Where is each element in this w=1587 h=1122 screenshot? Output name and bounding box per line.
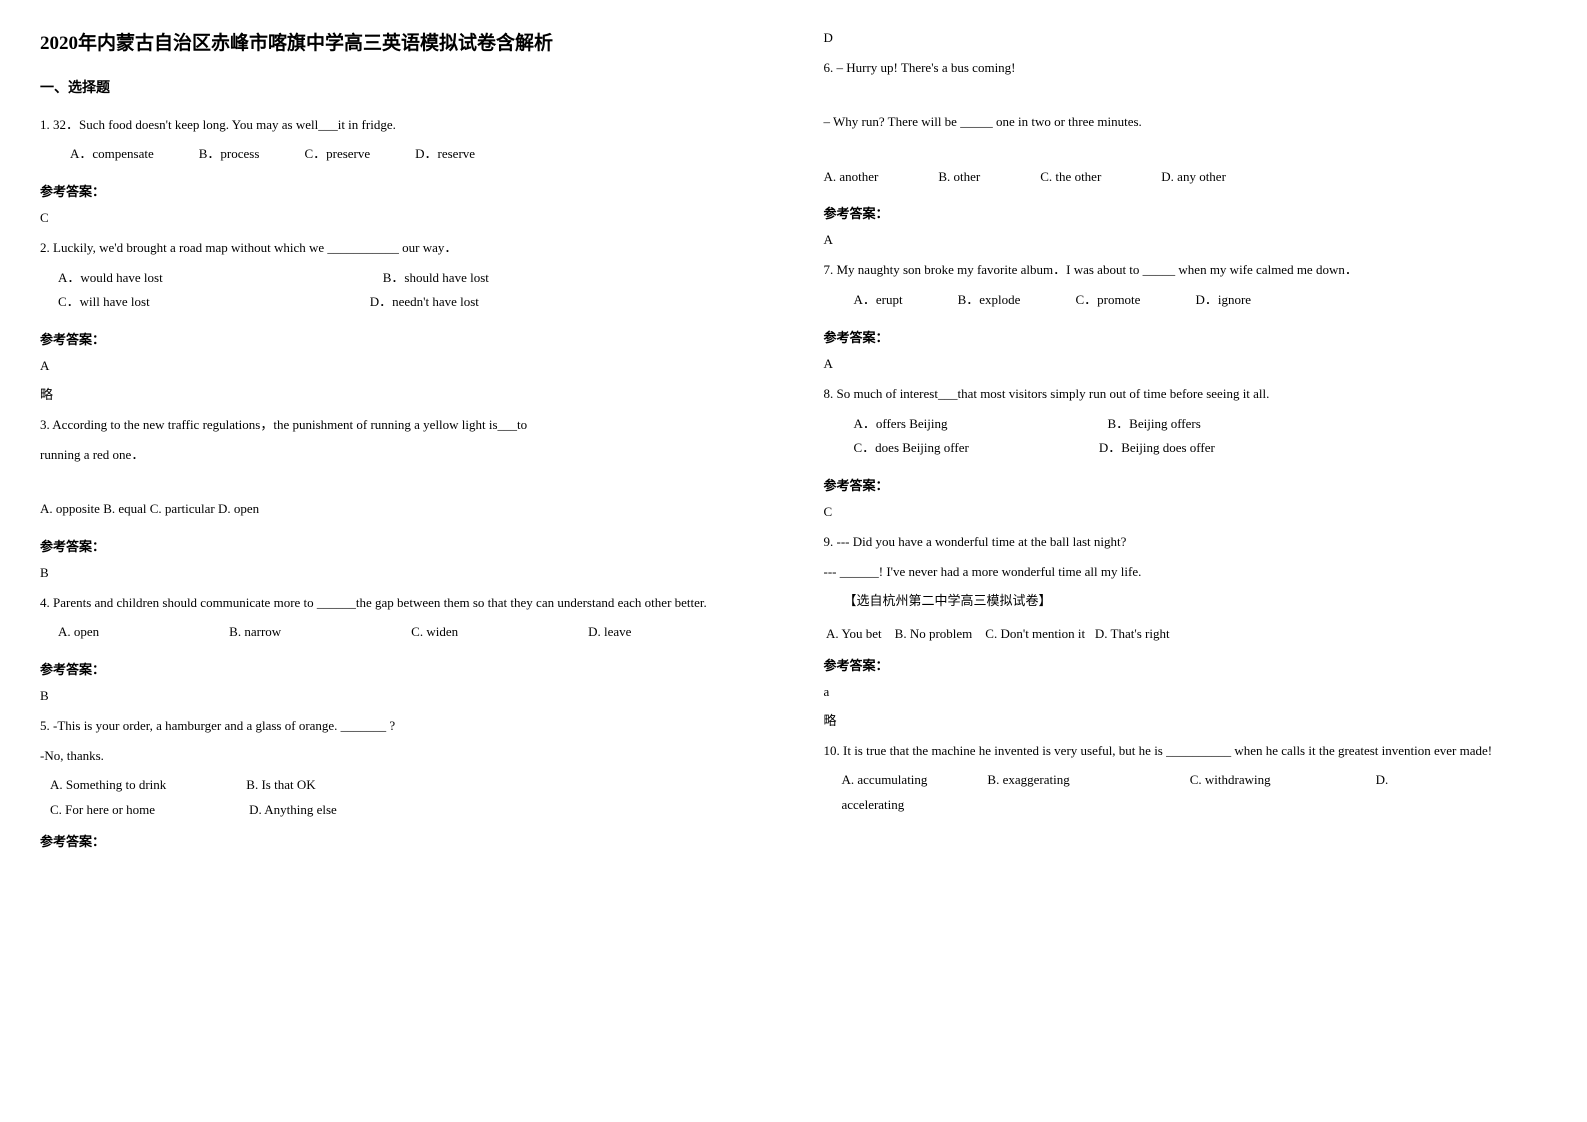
- q10-opt-a: A. accumulating: [842, 768, 928, 793]
- question-8: 8. So much of interest___that most visit…: [824, 382, 1548, 461]
- q10-opt-b: B. exaggerating: [987, 768, 1069, 793]
- q6-text: 6. – Hurry up! There's a bus coming!: [824, 56, 1548, 81]
- page-title: 2020年内蒙古自治区赤峰市喀旗中学高三英语模拟试卷含解析: [40, 30, 764, 59]
- q4-opt-c: C. widen: [411, 620, 458, 645]
- q4-opt-a: A. open: [58, 620, 99, 645]
- q2-opt-a: A．would have lost: [58, 266, 163, 291]
- q9-answer: a: [824, 684, 1548, 700]
- q5-opt-a: A. Something to drink: [50, 773, 166, 798]
- question-5: 5. -This is your order, a hamburger and …: [40, 714, 764, 823]
- q1-answer: C: [40, 210, 764, 226]
- q7-opt-a: A．erupt: [854, 288, 903, 313]
- q5-text2: -No, thanks.: [40, 744, 764, 769]
- q5-opt-b: B. Is that OK: [246, 773, 315, 798]
- q9-options: A. You bet B. No problem C. Don't mentio…: [824, 622, 1548, 647]
- q5-answer-label: 参考答案：: [40, 831, 764, 850]
- q7-answer-label: 参考答案：: [824, 327, 1548, 346]
- question-3: 3. According to the new traffic regulati…: [40, 413, 764, 522]
- q3-answer: B: [40, 565, 764, 581]
- q2-text: 2. Luckily, we'd brought a road map with…: [40, 236, 764, 261]
- question-4: 4. Parents and children should communica…: [40, 591, 764, 645]
- q6-opt-c: C. the other: [1040, 165, 1101, 190]
- q9-text2: --- ______! I've never had a more wonder…: [824, 560, 1548, 585]
- q5-opt-c: C. For here or home: [50, 798, 155, 823]
- q8-text: 8. So much of interest___that most visit…: [824, 382, 1548, 407]
- question-1: 1. 32．Such food doesn't keep long. You m…: [40, 113, 764, 167]
- q6-opt-d: D. any other: [1161, 165, 1226, 190]
- q1-opt-d: D．reserve: [415, 142, 475, 167]
- q5-opt-d: D. Anything else: [249, 798, 337, 823]
- question-2: 2. Luckily, we'd brought a road map with…: [40, 236, 764, 315]
- right-column: D 6. – Hurry up! There's a bus coming! –…: [824, 30, 1548, 860]
- q8-opt-a: A．offers Beijing: [854, 412, 948, 437]
- q1-options: A．compensate B．process C．preserve D．rese…: [70, 142, 764, 167]
- q2-opt-c: C．will have lost: [58, 290, 150, 315]
- q7-text: 7. My naughty son broke my favorite albu…: [824, 258, 1548, 283]
- q2-opt-d: D．needn't have lost: [370, 290, 479, 315]
- q9-note: 略: [824, 710, 1548, 729]
- q1-opt-a: A．compensate: [70, 142, 154, 167]
- section-label: 一、选择题: [40, 77, 764, 97]
- q8-opt-c: C．does Beijing offer: [854, 436, 969, 461]
- q6-opt-b: B. other: [938, 165, 980, 190]
- q2-answer-label: 参考答案：: [40, 329, 764, 348]
- q4-answer: B: [40, 688, 764, 704]
- q2-options1: A．would have lost B．should have lost: [58, 266, 764, 291]
- q1-answer-label: 参考答案：: [40, 181, 764, 200]
- q2-answer: A: [40, 358, 764, 374]
- q5-options2: C. For here or home D. Anything else: [50, 798, 764, 823]
- q4-text: 4. Parents and children should communica…: [40, 591, 764, 616]
- q7-options: A．erupt B．explode C．promote D．ignore: [854, 288, 1548, 313]
- q9-answer-label: 参考答案：: [824, 655, 1548, 674]
- q8-options1: A．offers Beijing B．Beijing offers: [854, 412, 1548, 437]
- q2-options2: C．will have lost D．needn't have lost: [58, 290, 764, 315]
- question-9: 9. --- Did you have a wonderful time at …: [824, 530, 1548, 647]
- question-10: 10. It is true that the machine he inven…: [824, 739, 1548, 818]
- q6-answer-label: 参考答案：: [824, 203, 1548, 222]
- q8-answer-label: 参考答案：: [824, 475, 1548, 494]
- q2-note: 略: [40, 384, 764, 403]
- q2-opt-b: B．should have lost: [383, 266, 489, 291]
- q4-opt-d: D. leave: [588, 620, 631, 645]
- q5-options1: A. Something to drink B. Is that OK: [50, 773, 764, 798]
- q1-opt-c: C．preserve: [304, 142, 370, 167]
- q10-opt-d-prefix: D.: [1376, 768, 1389, 793]
- q7-opt-b: B．explode: [958, 288, 1021, 313]
- q7-answer: A: [824, 356, 1548, 372]
- q9-bracket: 【选自杭州第二中学高三模拟试卷】: [844, 589, 1548, 614]
- q10-opt-c: C. withdrawing: [1190, 768, 1271, 793]
- q5-answer: D: [824, 30, 1548, 46]
- q3-answer-label: 参考答案：: [40, 536, 764, 555]
- q10-opt-d-text: accelerating: [842, 793, 1548, 818]
- q3-text: 3. According to the new traffic regulati…: [40, 413, 764, 438]
- q10-options: A. accumulating B. exaggerating C. withd…: [842, 768, 1548, 793]
- q7-opt-d: D．ignore: [1195, 288, 1251, 313]
- q3-text2: running a red one．: [40, 443, 764, 468]
- q4-options: A. open B. narrow C. widen D. leave: [58, 620, 764, 645]
- q7-opt-c: C．promote: [1075, 288, 1140, 313]
- question-7: 7. My naughty son broke my favorite albu…: [824, 258, 1548, 312]
- q6-options: A. another B. other C. the other D. any …: [824, 165, 1548, 190]
- q9-text: 9. --- Did you have a wonderful time at …: [824, 530, 1548, 555]
- q6-answer: A: [824, 232, 1548, 248]
- q1-text: 1. 32．Such food doesn't keep long. You m…: [40, 113, 764, 138]
- q1-opt-b: B．process: [199, 142, 260, 167]
- q6-text2: – Why run? There will be _____ one in tw…: [824, 110, 1548, 135]
- q4-opt-b: B. narrow: [229, 620, 281, 645]
- q3-options: A. opposite B. equal C. particular D. op…: [40, 497, 764, 522]
- q4-answer-label: 参考答案：: [40, 659, 764, 678]
- q8-options2: C．does Beijing offer D．Beijing does offe…: [854, 436, 1548, 461]
- q10-text: 10. It is true that the machine he inven…: [824, 739, 1548, 764]
- q8-opt-b: B．Beijing offers: [1108, 412, 1201, 437]
- q8-opt-d: D．Beijing does offer: [1099, 436, 1215, 461]
- q8-answer: C: [824, 504, 1548, 520]
- left-column: 2020年内蒙古自治区赤峰市喀旗中学高三英语模拟试卷含解析 一、选择题 1. 3…: [40, 30, 764, 860]
- q6-opt-a: A. another: [824, 165, 879, 190]
- q5-text: 5. -This is your order, a hamburger and …: [40, 714, 764, 739]
- question-6: 6. – Hurry up! There's a bus coming! – W…: [824, 56, 1548, 189]
